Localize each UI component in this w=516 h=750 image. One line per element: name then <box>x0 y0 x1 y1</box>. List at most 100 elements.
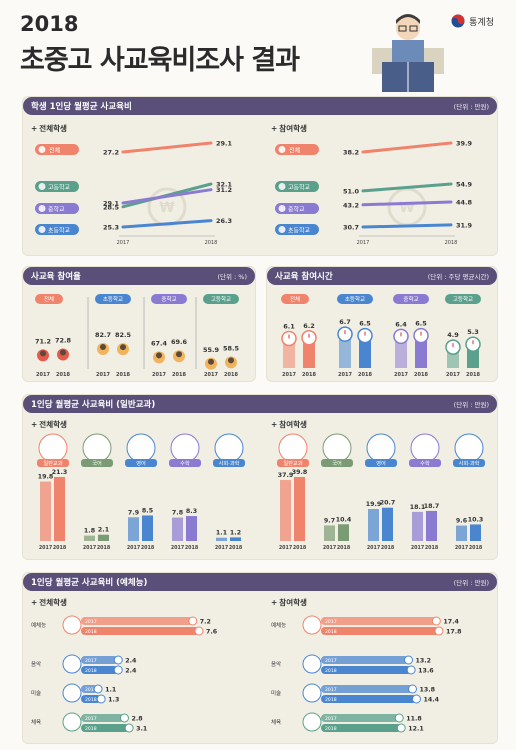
series-label: 2018 <box>325 668 337 674</box>
series-label: 2017 <box>325 658 337 664</box>
value-label: 21.3 <box>52 469 68 476</box>
taegeuk-icon <box>451 14 465 28</box>
bar <box>339 334 351 368</box>
subject-icon <box>214 433 244 463</box>
subject-pill <box>277 459 309 467</box>
value-label: 19.8 <box>38 474 54 481</box>
category-label: 일반교과 <box>283 459 302 467</box>
category-label: 미술 <box>31 689 41 697</box>
value-label: 9.7 <box>324 517 335 524</box>
subject-pill <box>213 459 245 467</box>
clock-icon <box>413 327 429 344</box>
value-label: 6.1 <box>283 322 295 330</box>
value-label: 58.5 <box>223 344 240 352</box>
value-label: 51.0 <box>343 187 360 195</box>
value-label: 71.2 <box>35 337 51 345</box>
subject-pill <box>409 459 441 467</box>
subject-icon <box>322 433 352 463</box>
bar <box>98 534 109 541</box>
bar <box>321 685 413 693</box>
category-icon <box>302 615 322 635</box>
category-label: 중학교 <box>403 295 418 303</box>
category-label: 고등학교 <box>211 295 231 303</box>
category-label: 미술 <box>271 689 281 697</box>
category-pill <box>95 294 131 304</box>
panel-unit: (단위 : 만원) <box>453 579 489 587</box>
value-label: 1.3 <box>108 696 119 703</box>
agency-name: 통계청 <box>469 17 494 28</box>
x-tick-label: 2018 <box>229 545 243 551</box>
series-label: 초등학교 <box>288 226 311 234</box>
category-label: 중학교 <box>161 295 176 303</box>
category-label: 일반교과 <box>43 459 62 467</box>
x-tick-label: 2017 <box>96 372 110 378</box>
x-tick-label: 2018 <box>302 372 316 378</box>
series-label: 중학교 <box>288 205 305 213</box>
value-label: 82.7 <box>95 331 111 339</box>
clock-icon <box>393 328 409 345</box>
value-label: 14.4 <box>423 696 439 703</box>
x-tick-label: 2018 <box>53 545 67 551</box>
series-label: 초등학교 <box>48 226 71 234</box>
value-label: 29.1 <box>103 199 120 207</box>
value-label: 6.2 <box>303 322 315 330</box>
panel-general-subjects: 1인당 월평균 사교육비 (일반교과) (단위 : 만원) + 전체학생 + 참여학… <box>22 394 498 560</box>
bar <box>321 714 400 722</box>
value-label: 2.4 <box>125 657 137 664</box>
x-tick-label: 2017 <box>357 240 370 246</box>
page-year: 2018 <box>20 12 79 36</box>
bar-end-marker <box>119 713 129 723</box>
category-label: 체육 <box>271 718 281 726</box>
subtitle-all-students: + 전체학생 <box>31 420 67 429</box>
value-label: 6.5 <box>415 320 427 328</box>
panel-participation-header: 사교육 참여율 (단위 : %) <box>23 267 255 285</box>
value-label: 67.4 <box>151 339 168 347</box>
subject-icon <box>38 433 68 463</box>
reader-illustration <box>372 14 444 92</box>
value-label: 6.4 <box>395 320 407 328</box>
subtitle-participants: + 참여학생 <box>271 124 307 133</box>
page-title: 초중고 사교육비조사 결과 <box>20 45 300 76</box>
bar <box>283 338 295 368</box>
graduation-cap-icon <box>38 226 46 233</box>
category-label: 예체능 <box>271 621 286 629</box>
category-pill <box>281 294 309 304</box>
subject-pill <box>365 459 397 467</box>
category-icon <box>62 683 82 703</box>
bar-end-marker <box>431 616 441 626</box>
value-label: 31.9 <box>456 221 473 229</box>
category-icon <box>302 683 322 703</box>
subject-icon <box>410 433 440 463</box>
series-label: 2018 <box>325 697 337 703</box>
value-label: 54.9 <box>456 181 473 189</box>
value-label: 30.7 <box>343 224 359 232</box>
subtitle-participants: + 참여학생 <box>271 598 307 607</box>
category-icon <box>62 654 82 674</box>
series-pill <box>275 224 319 235</box>
value-label: 11.8 <box>406 715 422 722</box>
x-tick-label: 2018 <box>425 545 439 551</box>
value-label: 7.6 <box>206 628 218 635</box>
value-label: 18.7 <box>424 503 440 510</box>
category-pill <box>337 294 373 304</box>
bar <box>456 525 467 541</box>
bar <box>81 617 193 625</box>
school-icon <box>278 146 286 153</box>
value-label: 13.6 <box>418 667 434 674</box>
subject-icon <box>170 433 200 463</box>
x-tick-label: 2018 <box>445 240 458 246</box>
bar-end-marker <box>96 694 106 704</box>
series-label: 전체 <box>49 147 60 155</box>
student-head <box>100 344 106 351</box>
bar <box>172 517 183 541</box>
bar-end-marker <box>113 665 123 675</box>
value-label: 32.1 <box>216 181 233 189</box>
bar <box>81 685 99 693</box>
bar <box>338 524 349 541</box>
x-tick-label: 2017 <box>127 545 140 551</box>
panel-unit: (단위 : 만원) <box>453 401 489 409</box>
series-label: 2018 <box>325 726 337 732</box>
arts-chart: 예체능 2017 7.2 2018 7.6 음악 2017 2.4 2018 2.4 미술 2017 1… <box>31 615 462 733</box>
value-label: 39.9 <box>456 140 473 148</box>
student-head <box>156 352 162 359</box>
